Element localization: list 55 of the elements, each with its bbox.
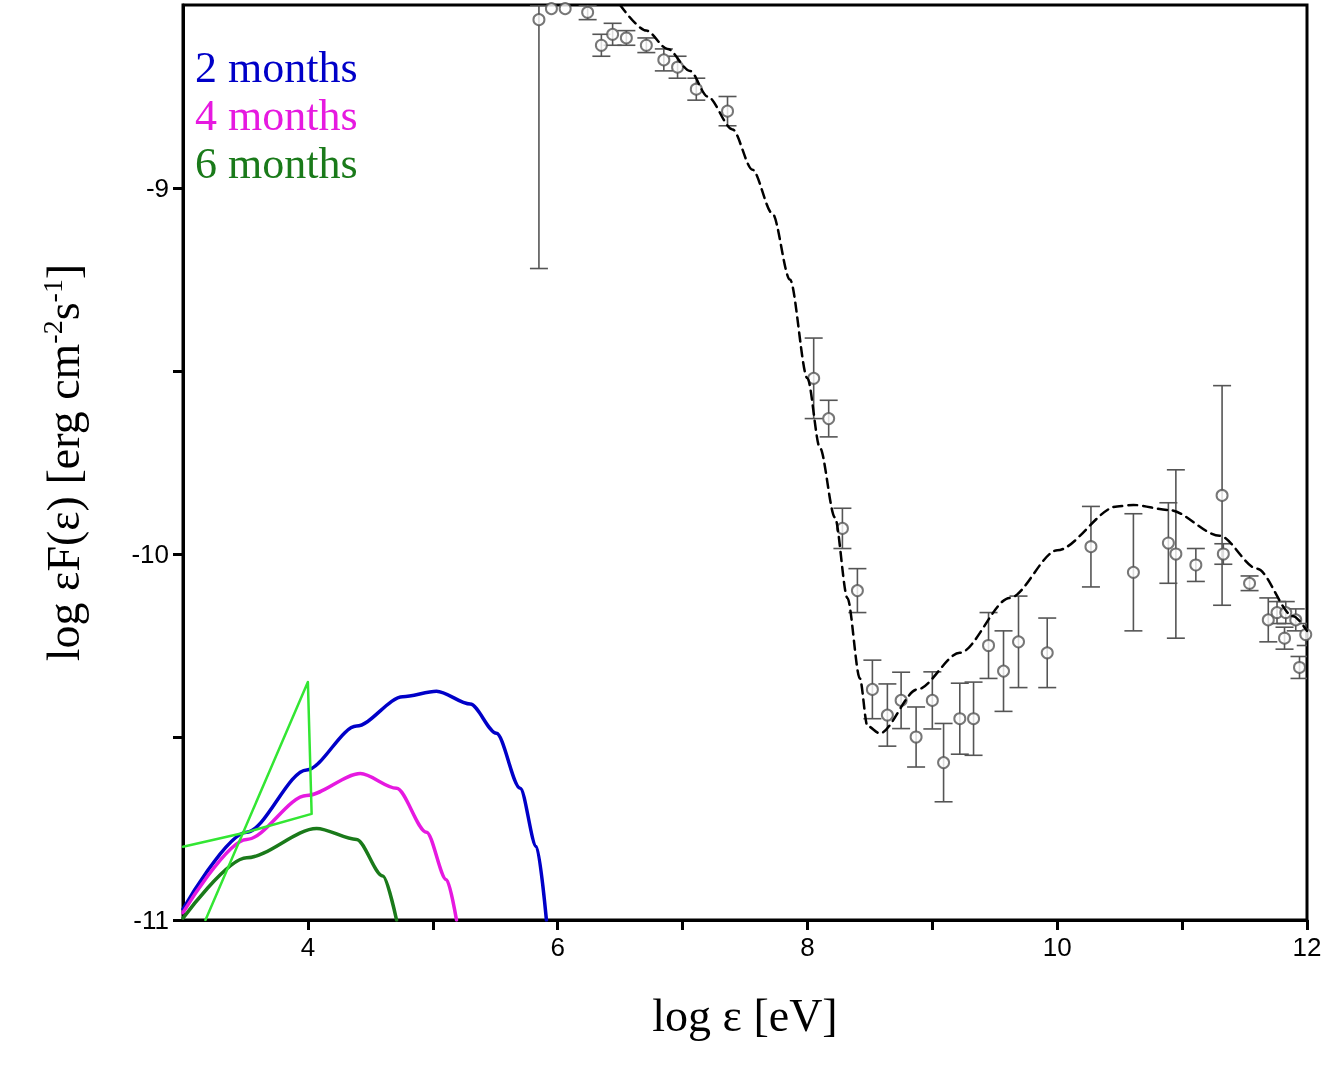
point bbox=[689, 82, 703, 96]
y-tick-label: -11 bbox=[133, 905, 169, 935]
point bbox=[619, 31, 633, 45]
point bbox=[997, 664, 1011, 678]
point bbox=[594, 38, 608, 52]
point bbox=[909, 730, 923, 744]
point bbox=[925, 693, 939, 707]
point bbox=[1012, 635, 1026, 649]
point bbox=[606, 27, 620, 41]
point bbox=[953, 712, 967, 726]
point bbox=[1243, 576, 1257, 590]
line-series bbox=[181, 826, 399, 922]
point bbox=[558, 2, 572, 16]
x-tick-label: 12 bbox=[1292, 932, 1322, 962]
x-tick-label: 6 bbox=[550, 932, 565, 962]
x-axis-title: log ε [eV] bbox=[652, 989, 838, 1041]
point bbox=[1216, 547, 1230, 561]
point bbox=[671, 60, 685, 74]
x-tick-label: 4 bbox=[300, 932, 316, 962]
point bbox=[1040, 646, 1054, 660]
y-axis-title: log εF(ε) [erg cm-2s-1] bbox=[36, 263, 89, 662]
point bbox=[807, 371, 821, 385]
point bbox=[822, 412, 836, 426]
line-series bbox=[181, 680, 313, 922]
text: 4 months bbox=[195, 90, 358, 140]
text: 6 months bbox=[195, 138, 358, 188]
point bbox=[1278, 631, 1292, 645]
point bbox=[657, 53, 671, 67]
point bbox=[544, 2, 558, 16]
point bbox=[937, 756, 951, 770]
text: 2 months bbox=[195, 42, 358, 92]
line-series bbox=[181, 771, 459, 922]
point bbox=[532, 13, 546, 27]
point bbox=[1161, 536, 1175, 550]
point bbox=[1189, 558, 1203, 572]
x-tick-label: 8 bbox=[800, 932, 815, 962]
point bbox=[721, 104, 735, 118]
y-tick-label: -10 bbox=[131, 539, 169, 569]
point bbox=[967, 712, 981, 726]
point bbox=[1293, 660, 1307, 674]
point bbox=[1084, 540, 1098, 554]
point bbox=[982, 639, 996, 652]
point bbox=[581, 5, 595, 19]
y-tick-label: -9 bbox=[145, 173, 169, 203]
point bbox=[1299, 628, 1313, 642]
point bbox=[1261, 613, 1275, 627]
x-tick-label: 10 bbox=[1042, 932, 1072, 962]
point bbox=[880, 708, 894, 722]
point bbox=[1215, 488, 1229, 502]
point bbox=[639, 38, 653, 52]
point bbox=[850, 584, 864, 598]
point bbox=[1169, 547, 1183, 561]
point bbox=[865, 682, 879, 696]
point bbox=[1126, 565, 1140, 579]
line-series bbox=[181, 689, 549, 922]
